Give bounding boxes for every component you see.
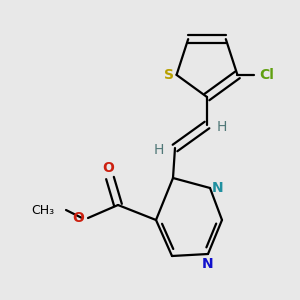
Text: N: N (202, 257, 214, 271)
Text: S: S (164, 68, 174, 82)
Text: H: H (154, 143, 164, 157)
Text: H: H (217, 120, 227, 134)
Text: N: N (212, 181, 224, 195)
Text: Cl: Cl (259, 68, 274, 82)
Text: CH₃: CH₃ (31, 203, 54, 217)
Text: O: O (102, 161, 114, 175)
Text: O: O (72, 211, 84, 225)
